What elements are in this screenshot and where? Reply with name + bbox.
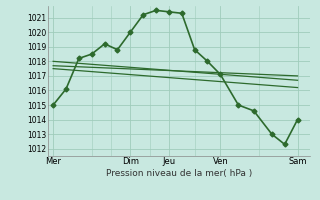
X-axis label: Pression niveau de la mer( hPa ): Pression niveau de la mer( hPa ) xyxy=(106,169,252,178)
